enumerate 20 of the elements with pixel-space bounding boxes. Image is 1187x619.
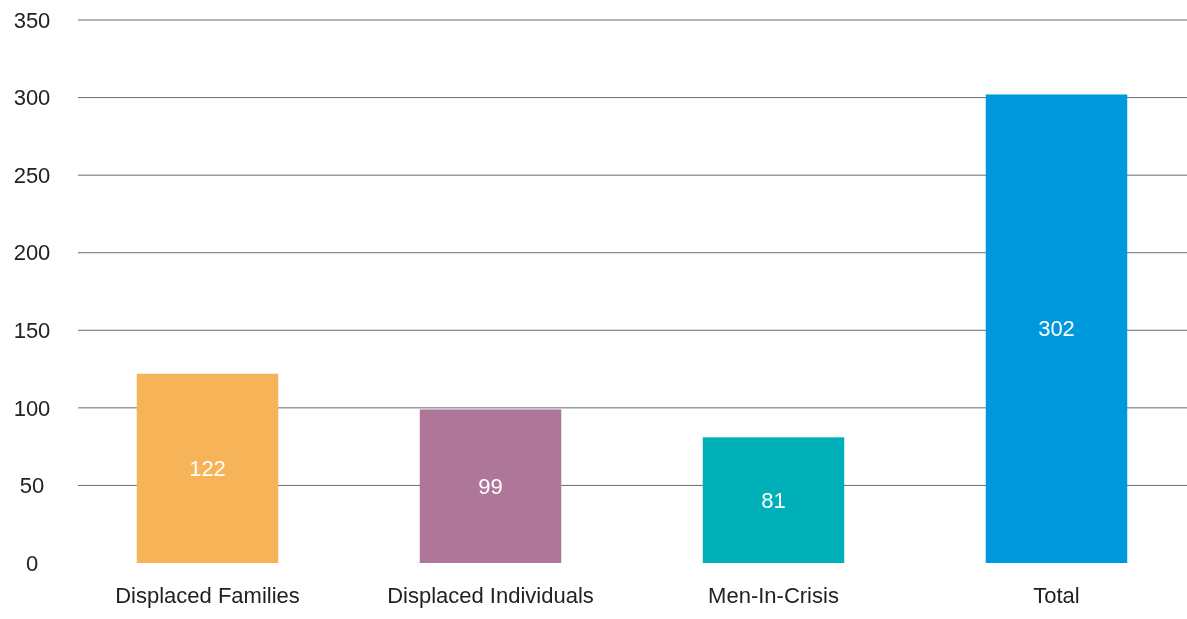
y-tick-label: 350 bbox=[13, 7, 51, 33]
y-tick-label: 250 bbox=[13, 162, 51, 188]
y-tick-label: 0 bbox=[25, 550, 39, 576]
bar bbox=[136, 373, 279, 563]
x-tick-label: Men-In-Crisis bbox=[708, 583, 839, 608]
y-tick-label: 200 bbox=[13, 240, 51, 266]
data-label: 99 bbox=[478, 473, 503, 499]
y-tick-label: 150 bbox=[13, 317, 51, 343]
x-tick-label: Displaced Families bbox=[115, 583, 300, 608]
y-tick-label: 50 bbox=[19, 473, 45, 499]
bar bbox=[985, 94, 1128, 563]
bar bbox=[702, 437, 845, 563]
x-tick-label: Total bbox=[1033, 583, 1080, 608]
data-label: 122 bbox=[189, 456, 226, 482]
data-label: 81 bbox=[761, 487, 786, 513]
data-label: 302 bbox=[1038, 316, 1075, 342]
x-tick-label: Displaced Individuals bbox=[387, 583, 594, 608]
bar bbox=[419, 409, 562, 563]
y-tick-label: 100 bbox=[13, 395, 51, 421]
y-tick-label: 300 bbox=[13, 85, 51, 111]
